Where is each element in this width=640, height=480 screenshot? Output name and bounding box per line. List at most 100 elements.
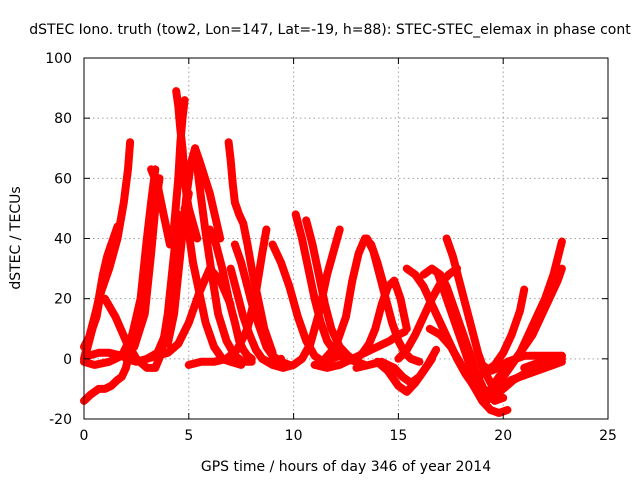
x-tick-label: 0: [80, 428, 89, 444]
data-point: [231, 241, 239, 249]
series-arc-18: [184, 225, 271, 369]
data-point: [499, 349, 507, 357]
y-tick-label: 20: [54, 292, 72, 308]
data-point: [206, 265, 214, 273]
data-point: [390, 364, 398, 372]
data-point: [311, 295, 319, 303]
data-point: [101, 385, 109, 393]
data-point: [510, 376, 518, 384]
data-point: [311, 361, 319, 369]
data-point: [302, 216, 310, 224]
data-point: [114, 222, 122, 230]
data-point: [237, 259, 245, 267]
data-point: [332, 343, 340, 351]
data-point: [487, 367, 495, 375]
data-point: [181, 96, 189, 104]
data-point: [468, 379, 476, 387]
data-point: [411, 271, 419, 279]
data-point: [86, 391, 94, 399]
data-point: [101, 295, 109, 303]
series-arc-11: [163, 144, 225, 348]
data-point: [365, 340, 373, 348]
data-point: [216, 277, 224, 285]
data-point: [388, 319, 396, 327]
data-point: [235, 210, 243, 218]
data-point: [256, 325, 264, 333]
data-point: [361, 349, 369, 357]
data-point: [101, 265, 109, 273]
data-point: [185, 228, 193, 236]
data-point: [420, 313, 428, 321]
series-arc-42: [142, 264, 235, 363]
data-point: [373, 358, 381, 366]
data-point: [447, 307, 455, 315]
data-point: [202, 319, 210, 327]
data-point: [455, 277, 463, 285]
data-point: [503, 358, 511, 366]
data-point: [216, 235, 224, 242]
data-point: [214, 310, 222, 318]
data-point: [336, 225, 344, 233]
series-line: [394, 264, 462, 363]
data-point: [489, 394, 497, 402]
series-line: [80, 222, 122, 351]
data-point: [495, 364, 503, 372]
data-point: [411, 331, 419, 339]
data-point: [520, 364, 528, 372]
data-point: [363, 235, 371, 242]
data-point: [386, 337, 394, 345]
x-tick-label: 20: [494, 428, 512, 444]
data-point: [432, 346, 440, 354]
data-point: [323, 364, 331, 372]
data-point: [499, 394, 507, 402]
data-point: [403, 346, 411, 354]
data-point: [239, 219, 247, 227]
data-point: [394, 331, 402, 339]
data-point: [160, 210, 168, 218]
data-point: [141, 310, 149, 318]
x-tick-label: 15: [389, 428, 407, 444]
data-point: [285, 283, 293, 291]
data-point: [403, 265, 411, 273]
data-point: [298, 355, 306, 363]
data-point: [457, 361, 465, 369]
data-point: [262, 343, 270, 351]
chart-title: dSTEC Iono. truth (tow2, Lon=147, Lat=-1…: [29, 22, 631, 38]
series-arc-41: [520, 351, 566, 372]
data-point: [84, 352, 92, 360]
data-point: [355, 250, 363, 258]
data-point: [290, 361, 298, 369]
data-point: [394, 355, 402, 363]
data-point: [390, 277, 398, 285]
data-point: [277, 259, 285, 267]
data-point: [495, 373, 503, 381]
data-point: [453, 325, 461, 333]
data-point: [529, 361, 537, 369]
x-tick-label: 5: [184, 428, 193, 444]
data-point: [105, 349, 113, 357]
data-point: [174, 102, 182, 110]
data-point: [426, 325, 434, 333]
data-point: [258, 250, 266, 258]
data-point: [520, 286, 528, 294]
data-point: [403, 388, 411, 396]
series-arc-06: [84, 174, 164, 360]
data-point: [342, 313, 350, 321]
data-point: [365, 361, 373, 369]
data-point: [97, 289, 105, 297]
data-point: [248, 355, 256, 363]
data-point: [382, 295, 390, 303]
data-point: [195, 289, 203, 297]
data-point: [164, 340, 172, 348]
data-point: [243, 283, 251, 291]
data-point: [279, 364, 287, 372]
data-point: [239, 358, 247, 366]
data-point: [420, 367, 428, 375]
data-point: [508, 331, 516, 339]
data-point: [373, 343, 381, 351]
data-point: [124, 165, 132, 173]
data-point: [520, 343, 528, 351]
data-point: [441, 289, 449, 297]
data-point: [269, 352, 277, 360]
data-point: [394, 382, 402, 390]
